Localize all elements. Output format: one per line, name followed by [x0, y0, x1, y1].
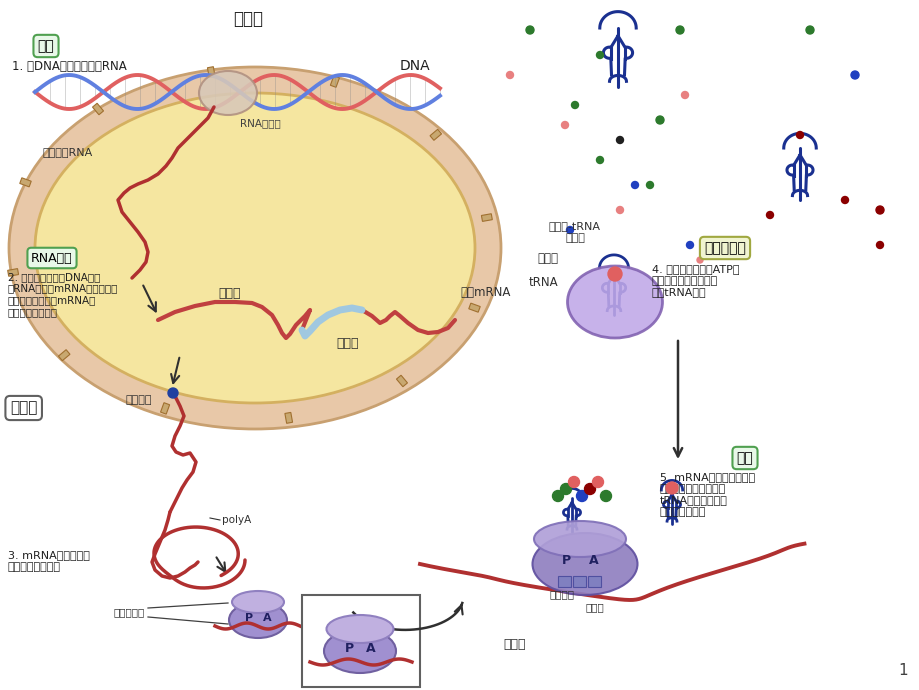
Bar [161, 403, 169, 414]
Circle shape [561, 121, 568, 128]
Text: 2. 在真核生物中，DNA转录
的RNA（前体mRNA）经过剪接
和修饰形成成熟的mRNA，
由核内转运到核外: 2. 在真核生物中，DNA转录 的RNA（前体mRNA）经过剪接 和修饰形成成熟… [8, 272, 119, 317]
Text: 外显子: 外显子 [219, 286, 241, 299]
Circle shape [805, 26, 813, 34]
Text: 细胞质: 细胞质 [10, 400, 38, 415]
Text: tRNA: tRNA [528, 275, 558, 288]
Circle shape [616, 206, 623, 213]
Text: 内含子: 内含子 [336, 337, 358, 350]
Text: 反密码子: 反密码子 [549, 589, 573, 599]
Text: P: P [244, 613, 253, 623]
Bar [207, 67, 215, 77]
Text: A: A [366, 642, 375, 655]
Text: 转录: 转录 [38, 39, 54, 53]
Text: RNA聚合酶: RNA聚合酶 [239, 118, 280, 128]
Circle shape [646, 181, 652, 188]
Text: 翻译: 翻译 [736, 451, 753, 465]
Text: P: P [561, 555, 570, 567]
Bar [558, 576, 571, 587]
Text: 氨基酸: 氨基酸 [537, 251, 558, 264]
Circle shape [655, 116, 664, 124]
Text: RNA加工: RNA加工 [31, 251, 73, 264]
Ellipse shape [533, 521, 625, 557]
Text: 密码子: 密码子 [585, 602, 604, 612]
Bar [285, 413, 292, 423]
Circle shape [600, 491, 611, 502]
Circle shape [576, 491, 587, 502]
Text: 1. 以DNA为模板转录成RNA: 1. 以DNA为模板转录成RNA [12, 60, 127, 73]
Circle shape [566, 226, 573, 233]
Text: A: A [588, 555, 598, 567]
Text: 前体mRNA: 前体mRNA [460, 286, 510, 299]
Text: 氨基酸-tRNA
合成酶: 氨基酸-tRNA 合成酶 [549, 221, 600, 243]
Bar [59, 350, 70, 361]
Text: 3. mRNA转运到细胞
质中与核糖体结合: 3. mRNA转运到细胞 质中与核糖体结合 [8, 550, 90, 571]
Text: 核糖体亚基: 核糖体亚基 [114, 607, 145, 617]
Bar [469, 303, 480, 312]
Circle shape [552, 491, 563, 502]
Bar [301, 595, 420, 687]
Bar [93, 104, 104, 115]
Circle shape [596, 157, 603, 164]
Text: 转录中的RNA: 转录中的RNA [43, 147, 93, 157]
Bar [396, 375, 407, 386]
Bar [573, 576, 585, 587]
Circle shape [526, 26, 533, 34]
Bar [7, 268, 18, 276]
Circle shape [697, 257, 702, 263]
Ellipse shape [199, 71, 256, 115]
Ellipse shape [323, 629, 395, 673]
Text: 4. 在一种特殊酶和ATP的
作用下每一氨基酸与相
应的tRNA结合: 4. 在一种特殊酶和ATP的 作用下每一氨基酸与相 应的tRNA结合 [652, 264, 739, 297]
Text: 1: 1 [897, 663, 907, 678]
Circle shape [875, 206, 883, 214]
Ellipse shape [9, 67, 501, 429]
Text: A: A [263, 613, 271, 623]
Circle shape [568, 477, 579, 488]
Ellipse shape [35, 93, 474, 403]
Circle shape [675, 26, 683, 34]
Circle shape [630, 181, 638, 188]
Bar [429, 129, 441, 140]
Text: 帽子结构: 帽子结构 [125, 395, 152, 405]
Ellipse shape [532, 533, 637, 595]
Text: 氨基酸活化: 氨基酸活化 [703, 241, 745, 255]
Ellipse shape [232, 591, 284, 613]
Bar [481, 214, 492, 221]
Circle shape [607, 267, 621, 281]
Text: 核糖体: 核糖体 [504, 638, 526, 651]
Circle shape [850, 71, 858, 79]
Text: 5. mRNA沿核糖体移动，
每次移动一个密码子，
tRNA不断把氨基酸
添加到多肽链上: 5. mRNA沿核糖体移动， 每次移动一个密码子， tRNA不断把氨基酸 添加到… [659, 472, 754, 517]
Bar [587, 576, 600, 587]
Bar [330, 76, 339, 88]
Circle shape [766, 212, 773, 219]
Text: polyA: polyA [221, 515, 251, 525]
Circle shape [796, 132, 802, 139]
Circle shape [665, 482, 677, 494]
Ellipse shape [326, 615, 393, 643]
Circle shape [592, 477, 603, 488]
Circle shape [584, 484, 595, 495]
Circle shape [560, 484, 571, 495]
Circle shape [686, 241, 693, 248]
Text: P: P [344, 642, 353, 655]
Text: DNA: DNA [399, 59, 430, 73]
Circle shape [571, 101, 578, 108]
Circle shape [506, 72, 513, 79]
Circle shape [596, 52, 603, 59]
Bar [19, 178, 31, 187]
Circle shape [616, 137, 623, 144]
Circle shape [681, 92, 687, 99]
Circle shape [841, 197, 847, 204]
Ellipse shape [567, 266, 662, 338]
Circle shape [168, 388, 177, 398]
Text: 细胞核: 细胞核 [233, 10, 263, 28]
Circle shape [876, 241, 882, 248]
Ellipse shape [229, 602, 287, 638]
